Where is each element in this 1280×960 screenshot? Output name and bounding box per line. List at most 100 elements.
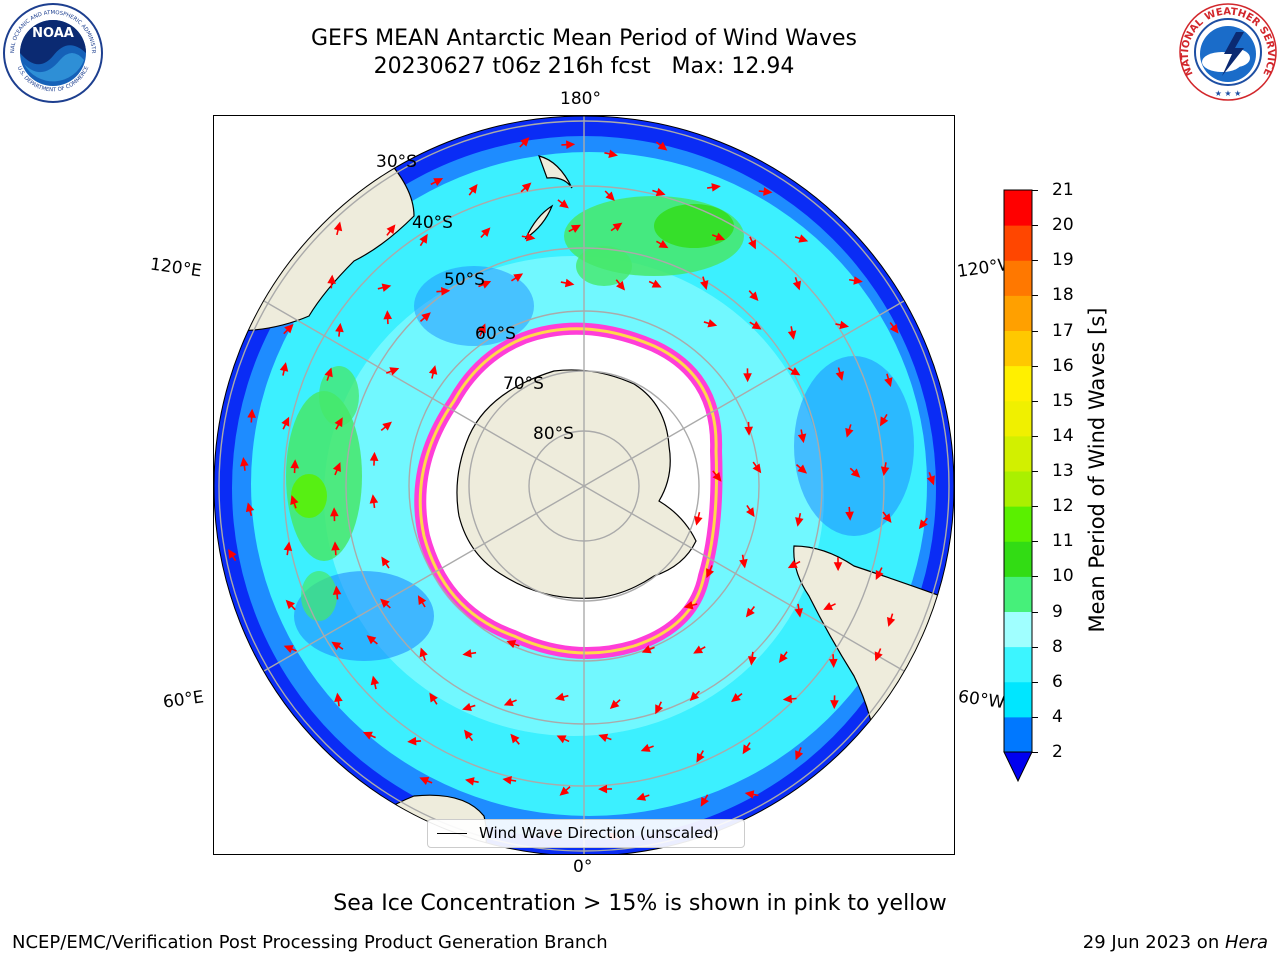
wave-arrow-head <box>795 750 804 761</box>
wave-arrow-head <box>598 784 608 794</box>
wave-arrow-head <box>281 416 290 427</box>
wave-arrow-head <box>655 704 664 715</box>
colorbar-band <box>1004 541 1032 577</box>
colorbar-tick-mark <box>1032 225 1038 227</box>
wave-arrow-head <box>763 187 773 196</box>
colorbar-tick-mark <box>1032 681 1038 683</box>
wave-arrow-head <box>440 287 451 296</box>
wave-arrow-head <box>503 697 514 706</box>
wave-arrow-head <box>823 602 834 610</box>
wave-arrow-head <box>882 513 892 523</box>
wave-arrow-head <box>502 776 512 785</box>
wave-arrow-head <box>386 224 396 235</box>
wave-arrow-head <box>696 752 705 763</box>
wave-arrow-head <box>283 645 294 654</box>
colorbar-tick-label: 16 <box>1052 355 1074 376</box>
wave-arrow-head <box>327 274 336 284</box>
colorbar-band <box>1004 611 1032 648</box>
colorbar-band <box>1004 716 1032 753</box>
wave-arrow-head <box>417 595 427 606</box>
colorbar-tick-label: 19 <box>1052 250 1074 271</box>
wave-arrow-head <box>731 693 741 703</box>
wave-arrow-head <box>830 700 839 710</box>
wave-arrow-head <box>324 367 333 378</box>
wave-arrow-head <box>651 279 662 288</box>
wave-arrow-head <box>641 645 652 654</box>
wave-arrow-head <box>462 649 472 658</box>
nws-logo: NATIONAL WEATHER SERVICE ★ ★ ★ <box>1179 3 1277 101</box>
colorbar-tick-label: 17 <box>1052 320 1074 341</box>
wave-arrow-head <box>850 468 861 478</box>
wave-arrow-head <box>636 792 647 801</box>
wave-arrow-head <box>609 699 620 710</box>
wave-arrow-head <box>845 427 854 438</box>
wave-arrow-head <box>556 735 567 744</box>
lat-label-80s: 80°S <box>533 424 574 444</box>
wave-arrow-head <box>886 616 896 627</box>
wave-arrow-head <box>462 702 472 712</box>
wave-arrow-head <box>513 273 524 282</box>
footer-date: 29 Jun 2023 on Hera <box>1082 932 1268 953</box>
colorbar-tick-mark <box>1032 541 1038 543</box>
wave-arrow-head <box>795 517 804 527</box>
colorbar-tick-label: 12 <box>1052 496 1074 517</box>
colorbar-tick-mark <box>1032 435 1038 437</box>
colorbar-band <box>1004 400 1032 437</box>
colorbar-tick-mark <box>1032 400 1038 402</box>
wave-arrow-head <box>331 541 340 551</box>
wave-arrow-head <box>711 183 721 192</box>
wave-arrow-head <box>407 736 417 746</box>
lat-label-60s: 60°S <box>475 324 516 344</box>
colorbar-band <box>1004 681 1032 718</box>
wave-arrow-head <box>369 451 379 461</box>
colorbar-band <box>1004 576 1032 612</box>
colorbar-band <box>1004 365 1032 402</box>
wave-arrow-head <box>380 598 390 608</box>
wave-arrow-head <box>554 692 565 702</box>
legend-label: Wind Wave Direction (unscaled) <box>479 824 719 842</box>
colorbar-band <box>1004 225 1032 261</box>
colorbar <box>1003 189 1033 783</box>
wave-arrow-head <box>839 320 850 330</box>
wave-arrow-head <box>828 658 838 668</box>
lat-label-70s: 70°S <box>503 374 544 394</box>
wave-arrow-head <box>559 199 569 209</box>
colorbar-tick-mark <box>1032 330 1038 332</box>
colorbar-tick-label: 18 <box>1052 285 1074 306</box>
wave-arrow-head <box>525 232 536 242</box>
wave-arrow-head <box>889 323 899 334</box>
colorbar-band <box>1004 295 1032 331</box>
wave-arrow-head <box>332 462 341 473</box>
wave-arrow-head <box>333 221 343 232</box>
wave-arrow-head <box>598 733 609 742</box>
legend-line-swatch <box>437 833 467 834</box>
wave-arrow-head <box>743 373 752 383</box>
colorbar-tick-label: 2 <box>1052 742 1063 762</box>
colorbar-band <box>1004 330 1032 367</box>
wave-arrow-head <box>564 278 575 288</box>
colorbar-band <box>1004 435 1032 472</box>
chart-title: GEFS MEAN Antarctic Mean Period of Wind … <box>311 26 857 51</box>
wave-arrow-head <box>742 744 752 755</box>
lat-label-30s: 30°S <box>376 152 417 172</box>
wave-arrow-head <box>290 459 300 469</box>
wave-arrow-head <box>369 494 379 504</box>
wave-arrow-head <box>468 184 478 194</box>
wave-arrow-head <box>279 362 289 372</box>
wave-arrow-head <box>228 548 237 559</box>
wave-arrow-head <box>874 651 883 662</box>
wave-arrow-head <box>845 511 854 521</box>
wave-arrow-head <box>794 608 804 618</box>
lon-label-0: 0° <box>573 857 593 877</box>
wave-arrow-head <box>334 692 343 703</box>
wave-arrow-head <box>787 330 797 340</box>
colorbar-tick-label: 21 <box>1052 180 1074 200</box>
wave-arrow-head <box>334 417 343 428</box>
colorbar-band <box>1004 506 1032 542</box>
colorbar-tick-label: 15 <box>1052 390 1074 411</box>
wave-arrow-head <box>707 319 718 328</box>
wave-arrow-head <box>245 502 255 513</box>
colorbar-tick-label: 6 <box>1052 671 1063 692</box>
colorbar-tick-label: 9 <box>1052 601 1063 622</box>
wave-arrow-head <box>566 140 576 150</box>
